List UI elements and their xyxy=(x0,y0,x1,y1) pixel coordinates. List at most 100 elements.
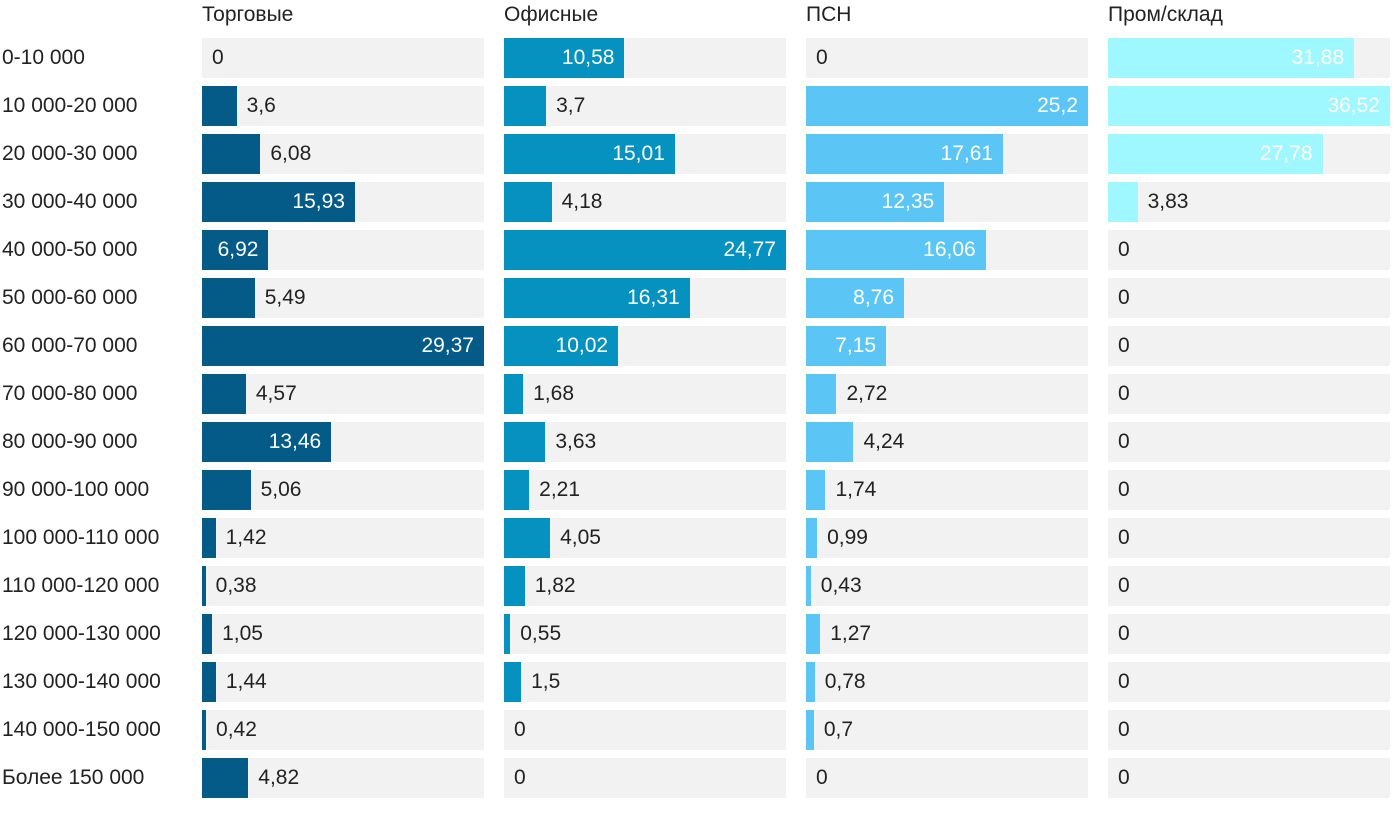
category-label: 110 000-120 000 xyxy=(2,574,160,597)
data-label: 0 xyxy=(212,46,224,69)
data-label: 0,55 xyxy=(520,622,562,645)
bar xyxy=(1108,134,1323,174)
bar-track: 27,78 xyxy=(1108,134,1390,174)
data-label: 0 xyxy=(1118,382,1130,405)
bar-track: 8,76 xyxy=(806,278,1088,318)
data-label: 0 xyxy=(1118,670,1130,693)
bar-track: 3,7 xyxy=(504,86,786,126)
data-label: 0 xyxy=(514,718,526,741)
bar xyxy=(806,518,818,558)
bar xyxy=(806,374,837,414)
bar-track: 0 xyxy=(202,38,484,78)
data-label: 0 xyxy=(514,766,526,789)
series-title-3: Пром/склад xyxy=(1108,3,1223,26)
bar-track: 0 xyxy=(504,758,786,798)
data-label: 1,42 xyxy=(225,526,267,549)
bar xyxy=(202,470,251,510)
data-label: 0 xyxy=(1118,526,1130,549)
data-label: 0 xyxy=(1118,574,1130,597)
bar xyxy=(202,614,213,654)
data-label: 10,02 xyxy=(555,334,609,357)
bar xyxy=(202,662,216,702)
data-label: 15,93 xyxy=(292,190,345,213)
bar-track: 13,46 xyxy=(202,422,484,462)
data-label: 7,15 xyxy=(835,334,877,357)
bar xyxy=(202,374,246,414)
category-label: 50 000-60 000 xyxy=(2,286,138,309)
bar xyxy=(504,518,551,558)
data-label: 3,6 xyxy=(246,94,276,117)
data-label: 4,24 xyxy=(863,430,905,453)
bar xyxy=(806,614,821,654)
bar xyxy=(504,374,524,414)
data-label: 24,77 xyxy=(723,238,776,261)
data-label: 31,88 xyxy=(1291,46,1345,69)
bar xyxy=(806,470,826,510)
bar-track: 0 xyxy=(1108,662,1390,702)
bar-track: 3,6 xyxy=(202,86,484,126)
bar-track: 0 xyxy=(1108,758,1390,798)
category-label: 10 000-20 000 xyxy=(2,94,138,117)
series-title-0: Торговые xyxy=(202,3,294,26)
bar xyxy=(806,230,986,270)
bar xyxy=(504,230,786,270)
bar xyxy=(504,182,552,222)
data-label: 1,74 xyxy=(835,478,877,501)
data-label: 0,43 xyxy=(820,574,862,597)
data-label: 0 xyxy=(1118,478,1130,501)
data-label: 0 xyxy=(816,46,828,69)
data-label: 16,06 xyxy=(923,238,976,261)
bar xyxy=(1108,86,1390,126)
bar xyxy=(504,326,619,366)
bar xyxy=(504,134,675,174)
data-label: 6,08 xyxy=(270,142,312,165)
bar-track: 0,55 xyxy=(504,614,786,654)
bar xyxy=(806,278,905,318)
bar-track: 25,2 xyxy=(806,86,1088,126)
category-label: 90 000-100 000 xyxy=(2,478,150,501)
bar-track: 4,82 xyxy=(202,758,484,798)
category-label: 120 000-130 000 xyxy=(2,622,161,645)
bar-track: 15,01 xyxy=(504,134,786,174)
bar-track: 0 xyxy=(806,38,1088,78)
bar xyxy=(202,326,484,366)
bar-track: 1,68 xyxy=(504,374,786,414)
data-label: 1,82 xyxy=(534,574,576,597)
bar-track: 0,38 xyxy=(202,566,484,606)
category-label: 20 000-30 000 xyxy=(2,142,138,165)
bar xyxy=(202,230,269,270)
bar-track: 0,43 xyxy=(806,566,1088,606)
bar xyxy=(504,470,530,510)
bar-track: 36,52 xyxy=(1108,86,1390,126)
bar xyxy=(806,134,1004,174)
bar-track: 4,18 xyxy=(504,182,786,222)
bar xyxy=(202,566,206,606)
bar-track: 0,7 xyxy=(806,710,1088,750)
bar-track: 16,06 xyxy=(806,230,1088,270)
bar xyxy=(806,662,815,702)
bar xyxy=(1108,38,1355,78)
data-label: 0 xyxy=(1118,622,1130,645)
category-label: 70 000-80 000 xyxy=(2,382,138,405)
bar xyxy=(1108,182,1138,222)
bar-track: 3,83 xyxy=(1108,182,1390,222)
data-label: 15,01 xyxy=(612,142,665,165)
data-label: 3,7 xyxy=(556,94,586,117)
bar-track: 0 xyxy=(1108,518,1390,558)
data-label: 10,58 xyxy=(561,46,615,69)
bar-track: 0 xyxy=(504,710,786,750)
bar-track: 0 xyxy=(1108,470,1390,510)
bar xyxy=(202,182,355,222)
data-label: 0 xyxy=(1118,238,1130,261)
bar-track: 31,88 xyxy=(1108,38,1390,78)
bar-track: 6,08 xyxy=(202,134,484,174)
bar-track: 0,78 xyxy=(806,662,1088,702)
bar-track: 0 xyxy=(806,758,1088,798)
category-label: 60 000-70 000 xyxy=(2,334,138,357)
bar-track: 1,5 xyxy=(504,662,786,702)
bar xyxy=(202,86,237,126)
category-label: 0-10 000 xyxy=(2,46,85,69)
data-label: 3,83 xyxy=(1147,190,1189,213)
data-label: 0 xyxy=(1118,286,1130,309)
